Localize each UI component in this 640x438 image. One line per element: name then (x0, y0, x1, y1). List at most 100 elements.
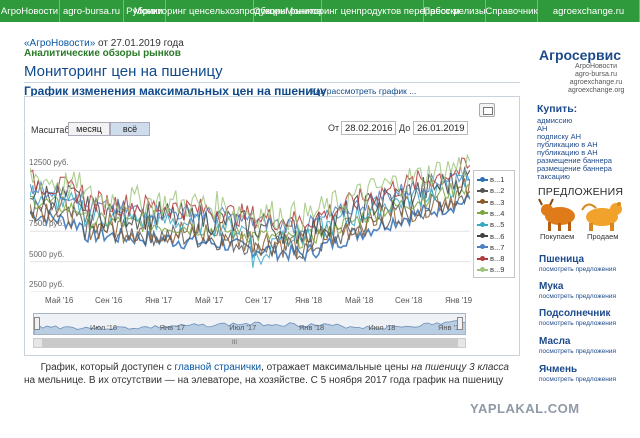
offer-category-title[interactable]: Подсолнечник (539, 308, 611, 319)
navigator-tick-label: Янв '17 (159, 323, 185, 332)
nav-item-6[interactable]: Мониторинг цен продуктов переработки (285, 0, 460, 22)
legend-swatch (477, 266, 488, 272)
sell-label[interactable]: Продаем (587, 232, 619, 241)
x-tick-label: Янв '18 (295, 296, 323, 305)
legend-item[interactable]: в...5 (477, 220, 504, 229)
date-from-label: От (328, 123, 340, 133)
x-tick-label: Май '17 (195, 296, 224, 305)
legend-swatch (477, 221, 488, 227)
navigator-scrollbar-thumb[interactable] (42, 339, 458, 347)
watermark: YAPLAKAL.COM (470, 401, 580, 416)
series-line-3 (30, 178, 470, 258)
nav-item-1[interactable]: АгроНовости (0, 0, 60, 22)
breadcrumb-link[interactable]: «АгроНовости» (24, 38, 96, 49)
bull-icon[interactable] (538, 196, 580, 232)
x-tick-label: Сен '16 (95, 296, 123, 305)
legend-item[interactable]: в...4 (477, 209, 504, 218)
buy-item-link[interactable]: адмиссию (537, 116, 573, 125)
nav-item-9[interactable]: agroexchange.ru (538, 0, 640, 22)
chart-legend: в...1 в...2 в...3 в...4 в...5 в...6 в...7 в...8… (473, 170, 515, 278)
navigator-left-handle[interactable] (34, 317, 40, 330)
price-chart[interactable] (30, 140, 470, 292)
navigator-tick-label: Янв '19 (438, 323, 464, 332)
print-icon[interactable] (479, 103, 495, 117)
legend-item[interactable]: в...3 (477, 198, 504, 207)
nav-item-3[interactable]: Рубрики (124, 0, 166, 22)
legend-item[interactable]: в...1 (477, 175, 504, 184)
offer-category-link[interactable]: посмотреть предложения (539, 376, 616, 383)
buy-item-link[interactable]: публикацию в АН (537, 140, 598, 149)
buy-item-link[interactable]: публикацию в АН (537, 148, 598, 157)
sidebar-brand[interactable]: Агросервис (539, 47, 621, 63)
bear-icon[interactable] (580, 196, 625, 232)
offer-category-title[interactable]: Мука (539, 281, 564, 292)
buy-item-link[interactable]: размещение баннера (537, 164, 612, 173)
brand-link[interactable]: АгроНовости (574, 63, 618, 70)
paragraph-text-2: , отражает максимальные цены (261, 362, 412, 373)
chart-navigator[interactable] (33, 313, 466, 335)
legend-item[interactable]: в...6 (477, 232, 504, 241)
brand-link[interactable]: agroexchange.org (568, 87, 625, 94)
offers-title: ПРЕДЛОЖЕНИЯ (538, 186, 624, 198)
legend-label: в...2 (490, 186, 505, 196)
offer-category-link[interactable]: посмотреть предложения (539, 293, 616, 300)
buy-item-link[interactable]: подписку АН (537, 132, 582, 141)
legend-swatch (477, 233, 488, 238)
breadcrumb-date: от 27.01.2019 года (95, 38, 184, 49)
date-to-label: До (399, 123, 411, 133)
x-tick-label: Сен '17 (245, 296, 273, 305)
section-subhead[interactable]: Аналитические обзоры рынков (24, 48, 181, 59)
navigator-scrollbar[interactable] (33, 338, 466, 348)
nav-item-2[interactable]: agro-bursa.ru (60, 0, 124, 22)
legend-label: в...3 (490, 197, 505, 207)
buy-item-link[interactable]: АН (537, 124, 548, 133)
nav-item-7[interactable]: Пресс-релизы (423, 0, 486, 22)
zoom-month-button[interactable]: месяц (68, 122, 110, 136)
legend-swatch (477, 244, 488, 250)
legend-item[interactable]: в...7 (477, 243, 504, 252)
legend-item[interactable]: в...8 (477, 254, 504, 263)
navigator-right-handle[interactable] (457, 317, 463, 330)
offer-category-title[interactable]: Ячмень (539, 364, 578, 375)
offer-category-link[interactable]: посмотреть предложения (539, 266, 616, 273)
legend-item[interactable]: в...2 (477, 186, 504, 195)
nav-item-4[interactable]: Мониторинг цен сельхозпродукции (134, 0, 285, 22)
chart-title: График изменения максимальных цен на пше… (24, 84, 327, 98)
x-tick-label: Янв '17 (145, 296, 173, 305)
chart-help-link[interactable]: Как рассмотреть график ... (311, 86, 417, 96)
series-line-1 (30, 191, 470, 263)
offer-category-link[interactable]: посмотреть предложения (539, 320, 616, 327)
buy-item-link[interactable]: размещение баннера (537, 156, 612, 165)
date-from-input[interactable]: 28.02.2016 (341, 121, 396, 135)
buy-label[interactable]: Покупаем (540, 232, 575, 241)
y-tick-label: 5000 руб. (29, 249, 65, 259)
buy-item-link[interactable]: таксацию (537, 172, 570, 181)
navigator-series (34, 320, 465, 334)
legend-swatch (477, 176, 488, 182)
series-line-8 (30, 157, 470, 231)
home-page-link[interactable]: главной странички (174, 362, 262, 373)
nav-item-5[interactable]: Обзоры рынков (253, 0, 322, 22)
paragraph-emphasis: на пшеницу 3 класса (411, 362, 509, 373)
legend-swatch (477, 210, 488, 216)
brand-link[interactable]: agro-bursa.ru (574, 71, 618, 78)
legend-label: в...9 (490, 265, 505, 275)
offer-category-title[interactable]: Масла (539, 336, 571, 347)
nav-item-8[interactable]: Справочник (485, 0, 538, 22)
legend-label: в...8 (490, 254, 505, 264)
zoom-all-button[interactable]: всё (110, 122, 150, 136)
offer-category-link[interactable]: посмотреть предложения (539, 348, 616, 355)
y-tick-label: 2500 руб. (29, 280, 65, 289)
brand-link[interactable]: agroexchange.ru (569, 79, 623, 86)
title-divider (24, 82, 520, 83)
legend-item[interactable]: в...9 (477, 265, 504, 274)
x-tick-label: Май '18 (345, 296, 374, 305)
series-line-5 (30, 173, 470, 268)
zoom-label: Масштаб (31, 125, 70, 135)
date-to-input[interactable]: 26.01.2019 (413, 121, 468, 135)
navigator-tick-label: Июл '17 (229, 323, 257, 332)
paragraph-text-3: на мельнице. В их отсутствии — на элеват… (24, 375, 504, 386)
offer-category-title[interactable]: Пшеница (539, 254, 585, 265)
x-tick-label: Янв '19 (445, 296, 473, 305)
y-tick-label: 7500 руб. (29, 219, 65, 229)
